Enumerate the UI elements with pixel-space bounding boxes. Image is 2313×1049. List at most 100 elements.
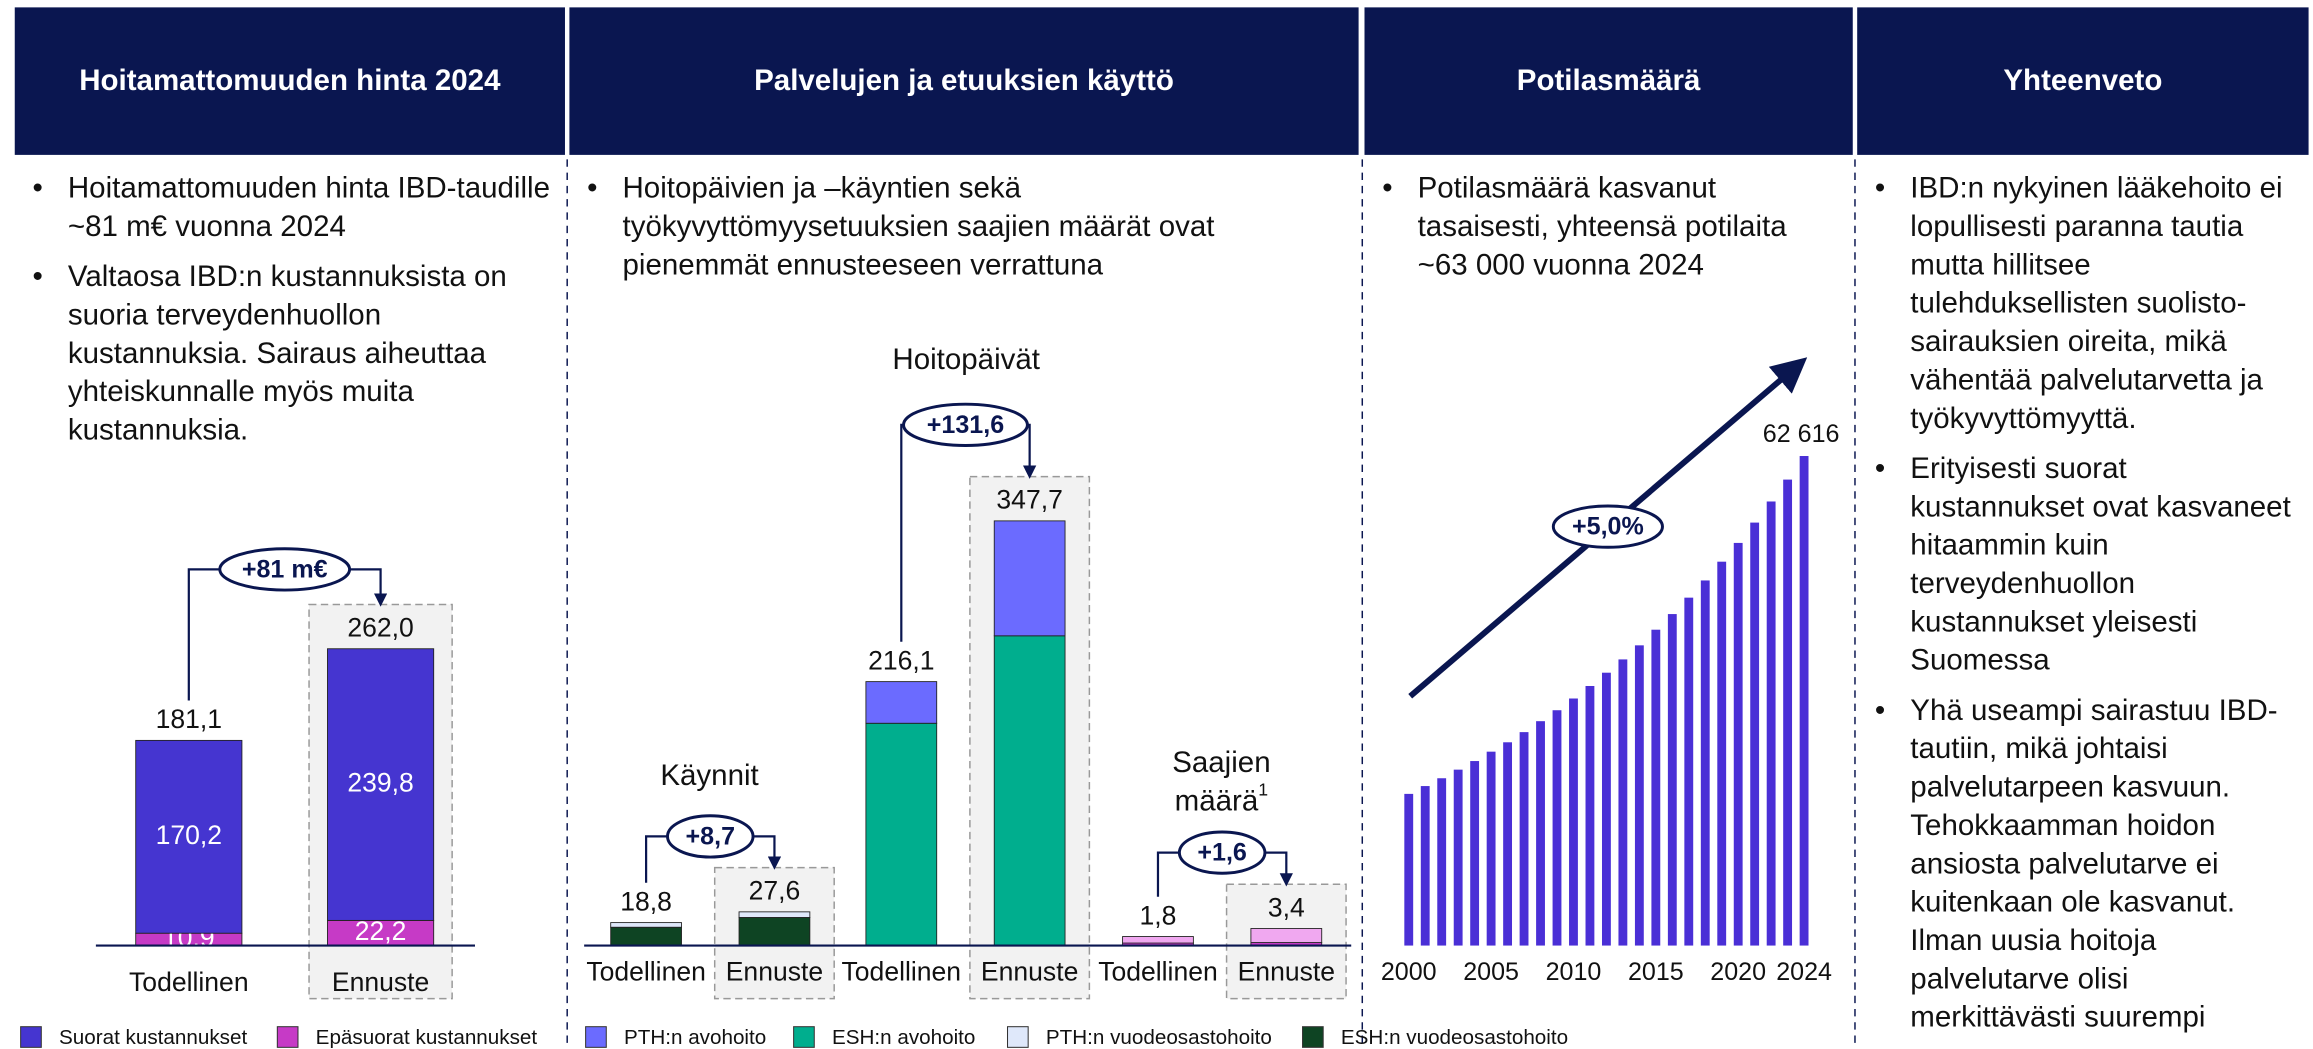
category-label: Ennuste bbox=[332, 967, 429, 997]
bar bbox=[1552, 710, 1562, 946]
legend-swatch bbox=[585, 1026, 607, 1048]
category-label: Todellinen bbox=[842, 957, 962, 987]
total-label: 18,8 bbox=[620, 886, 672, 916]
x-tick-label: 2010 bbox=[1546, 958, 1602, 986]
group-title: Käynnit bbox=[660, 759, 758, 792]
group-title-text: määrä bbox=[1175, 784, 1259, 817]
legend-label: Suorat kustannukset bbox=[59, 1026, 247, 1049]
legend-swatch bbox=[20, 1026, 42, 1048]
category-label: Todellinen bbox=[129, 967, 249, 997]
bar bbox=[1750, 522, 1760, 946]
legend-label: PTH:n avohoito bbox=[624, 1026, 766, 1049]
bullet: IBD:n nykyinen lääkehoito ei lopullisest… bbox=[1875, 170, 2296, 438]
total-label: 216,1 bbox=[868, 645, 934, 675]
growth-badge bbox=[1551, 504, 1664, 549]
bullet: Yhä useampi sairastuu IBD-tautiin, mikä … bbox=[1875, 692, 2296, 1037]
bar bbox=[1470, 761, 1480, 946]
x-tick-label: 2015 bbox=[1628, 958, 1684, 986]
total-label: 1,8 bbox=[1140, 900, 1177, 930]
bar bbox=[1453, 769, 1463, 946]
bar-segment bbox=[1250, 928, 1323, 943]
bullet: Valtaosa IBD:n kustannuksista on suoria … bbox=[32, 258, 555, 450]
bar-segment bbox=[327, 648, 435, 921]
total-label: 181,1 bbox=[156, 704, 222, 734]
x-tick-label: 2024 bbox=[1776, 958, 1832, 986]
legend-swatch bbox=[793, 1026, 815, 1048]
legend-swatch bbox=[1302, 1026, 1324, 1048]
category-label: Todellinen bbox=[1098, 957, 1218, 987]
bullet-list: Hoitamattomuuden hinta IBD-taudille ~81 … bbox=[32, 170, 555, 462]
bullet: Hoitamattomuuden hinta IBD-taudille ~81 … bbox=[32, 170, 555, 247]
panel-title: Palvelujen ja etuuksien käyttö bbox=[569, 7, 1359, 155]
category-label: Todellinen bbox=[586, 957, 706, 987]
x-tick-label: 2000 bbox=[1381, 958, 1437, 986]
bar bbox=[1766, 501, 1776, 946]
bar bbox=[1569, 698, 1578, 946]
bar bbox=[1486, 751, 1496, 946]
legend-label: Epäsuorat kustannukset bbox=[316, 1026, 538, 1049]
separators bbox=[566, 159, 1856, 1049]
bar bbox=[1503, 742, 1513, 946]
bar bbox=[1700, 580, 1710, 946]
bar-segment bbox=[738, 911, 811, 918]
total-label: 262,0 bbox=[347, 613, 413, 643]
bar bbox=[1404, 793, 1414, 946]
bar bbox=[1585, 685, 1595, 946]
panel-title: Yhteenveto bbox=[1857, 7, 2309, 155]
x-tick-label: 2020 bbox=[1710, 958, 1766, 986]
delta-badge bbox=[218, 547, 352, 592]
footnote-mark: 1 bbox=[1258, 779, 1268, 799]
bullet-list: Hoitopäivien ja –käyntien sekä työkyvytt… bbox=[587, 170, 1302, 297]
bar bbox=[1684, 597, 1694, 946]
segment-label: 239,8 bbox=[347, 768, 413, 798]
bar bbox=[1634, 645, 1644, 946]
delta-label: +8,7 bbox=[686, 822, 735, 850]
bar-segment bbox=[135, 739, 243, 934]
growth-label: +5,0% bbox=[1572, 513, 1644, 541]
bar bbox=[1717, 561, 1727, 946]
bar-segment bbox=[865, 722, 938, 947]
bar-segment bbox=[610, 926, 682, 947]
segment-label: 170,2 bbox=[156, 820, 222, 850]
x-tick-label: 2005 bbox=[1463, 958, 1519, 986]
legend-swatch bbox=[276, 1026, 299, 1048]
panel-title: Hoitamattomuuden hinta 2024 bbox=[14, 7, 565, 155]
total-label: 27,6 bbox=[749, 876, 801, 906]
bar bbox=[1536, 721, 1545, 946]
bullet: Potilasmäärä kasvanut tasaisesti, yhteen… bbox=[1382, 170, 1838, 285]
delta-badge bbox=[902, 402, 1029, 447]
bullet: Erityisesti suorat kustannukset ovat kas… bbox=[1875, 450, 2296, 680]
bullet-list: Potilasmäärä kasvanut tasaisesti, yhteen… bbox=[1382, 170, 1838, 297]
bar-segment bbox=[993, 520, 1066, 637]
delta-label: +81 m€ bbox=[242, 556, 328, 584]
bar bbox=[1601, 672, 1611, 946]
total-label: 347,7 bbox=[996, 485, 1062, 515]
segment-label: 22,2 bbox=[355, 916, 407, 946]
bar bbox=[1618, 659, 1628, 946]
group-title: määrä1 bbox=[1175, 779, 1268, 817]
delta-badge bbox=[1177, 830, 1267, 875]
legend-label: PTH:n vuodeosastohoito bbox=[1046, 1026, 1272, 1049]
bar bbox=[1733, 542, 1743, 946]
bar bbox=[1519, 732, 1529, 946]
bullet-list: IBD:n nykyinen lääkehoito ei lopullisest… bbox=[1875, 170, 2296, 1049]
category-label: Ennuste bbox=[1238, 957, 1335, 987]
bar-segment bbox=[865, 681, 938, 724]
delta-badge bbox=[666, 814, 755, 859]
bullet: Hoitopäivien ja –käyntien sekä työkyvytt… bbox=[587, 170, 1302, 285]
legend-label: ESH:n vuodeosastohoito bbox=[1341, 1026, 1568, 1049]
value-label: 62 616 bbox=[1763, 420, 1840, 448]
bar bbox=[1667, 614, 1677, 946]
category-label: Ennuste bbox=[726, 957, 823, 987]
bar-segment bbox=[993, 635, 1066, 947]
bar bbox=[1437, 778, 1447, 946]
panel-title: Potilasmäärä bbox=[1364, 7, 1853, 155]
category-label: Ennuste bbox=[981, 957, 1078, 987]
total-label: 3,4 bbox=[1268, 892, 1305, 922]
bar bbox=[1783, 479, 1793, 946]
bar-segment bbox=[738, 917, 811, 947]
legend-swatch bbox=[1006, 1026, 1029, 1048]
